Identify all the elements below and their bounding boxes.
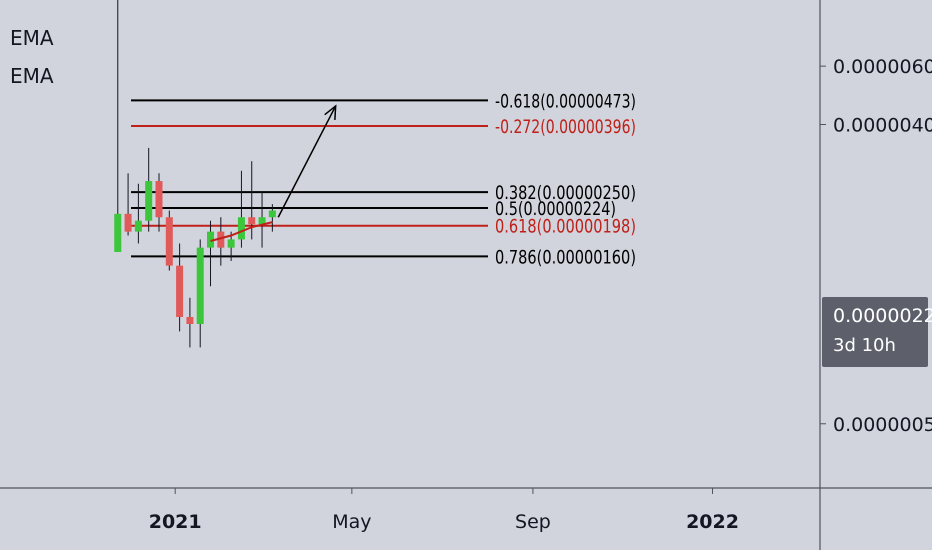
candle-body bbox=[196, 247, 204, 325]
time-tick-label: Sep bbox=[515, 511, 551, 533]
time-tick-label: 2021 bbox=[149, 511, 202, 533]
candle-body bbox=[176, 265, 184, 317]
projection-arrow-head bbox=[324, 104, 337, 120]
candle-body bbox=[207, 231, 215, 248]
candle-countdown: 3d 10h bbox=[833, 335, 896, 356]
candle-body bbox=[155, 181, 163, 218]
fib-level-label: 0.618(0.00000198) bbox=[495, 216, 636, 238]
candle-body bbox=[237, 217, 245, 240]
candle-body bbox=[124, 213, 132, 232]
candle-body bbox=[114, 213, 122, 252]
fib-level-label: 0.5(0.00000224) bbox=[495, 198, 616, 220]
candle-body bbox=[268, 210, 276, 218]
ema-line bbox=[210, 221, 273, 242]
candle-body bbox=[227, 239, 235, 248]
fib-level-label: 0.382(0.00000250) bbox=[495, 182, 636, 204]
candle-body bbox=[134, 220, 142, 232]
candle-body bbox=[186, 316, 194, 325]
projection-arrow-line bbox=[277, 105, 337, 218]
candle-body bbox=[248, 217, 256, 225]
price-tick-label: 0.00000050 bbox=[833, 414, 932, 436]
legend-ema-1[interactable]: EMA bbox=[10, 26, 54, 50]
candle-body bbox=[145, 181, 153, 221]
current-price-value: 0.00000222 bbox=[833, 305, 932, 327]
fib-level-label: -0.272(0.00000396) bbox=[495, 116, 636, 138]
time-tick-label: 2022 bbox=[686, 511, 739, 533]
candle-body bbox=[217, 231, 225, 248]
legend-ema-2[interactable]: EMA bbox=[10, 64, 54, 88]
fib-level-label: -0.618(0.00000473) bbox=[495, 90, 636, 112]
candle-body bbox=[258, 217, 266, 225]
candle-body bbox=[165, 217, 173, 266]
current-price-tag: 0.00000222 3d 10h bbox=[822, 297, 932, 367]
fib-level-label: 0.786(0.00000160) bbox=[495, 246, 636, 268]
time-tick-label: May bbox=[332, 511, 371, 533]
